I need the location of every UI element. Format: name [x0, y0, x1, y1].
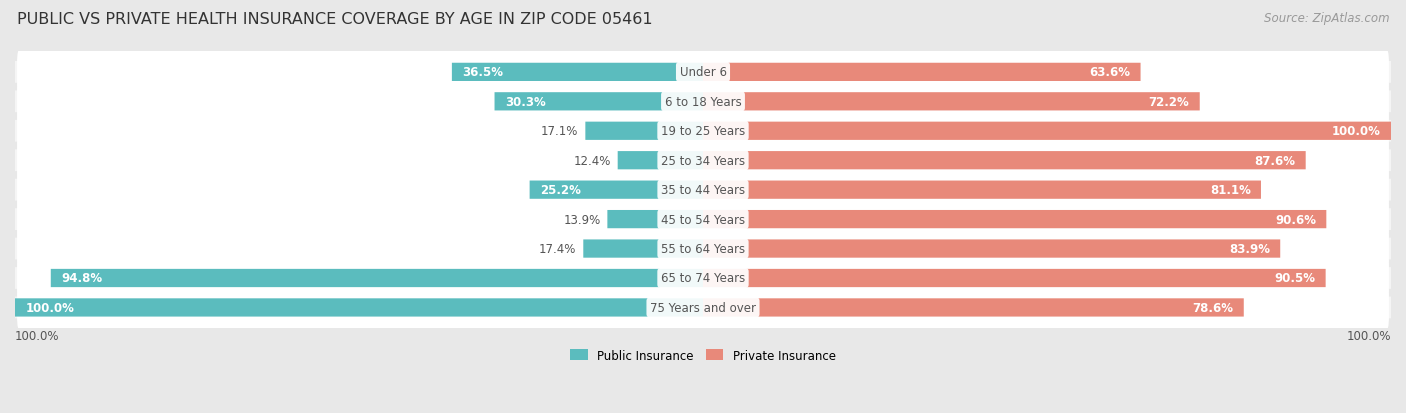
Text: 100.0%: 100.0% — [15, 329, 59, 342]
FancyBboxPatch shape — [583, 240, 703, 258]
FancyBboxPatch shape — [451, 64, 703, 82]
Text: 90.6%: 90.6% — [1275, 213, 1316, 226]
FancyBboxPatch shape — [703, 211, 1326, 229]
FancyBboxPatch shape — [17, 49, 1389, 97]
FancyBboxPatch shape — [17, 284, 1389, 332]
Text: 72.2%: 72.2% — [1149, 95, 1189, 109]
FancyBboxPatch shape — [585, 122, 703, 140]
FancyBboxPatch shape — [15, 299, 703, 317]
FancyBboxPatch shape — [703, 152, 1306, 170]
Text: 6 to 18 Years: 6 to 18 Years — [665, 95, 741, 109]
Text: 83.9%: 83.9% — [1229, 242, 1270, 255]
Text: 12.4%: 12.4% — [574, 154, 610, 167]
Text: 13.9%: 13.9% — [564, 213, 600, 226]
FancyBboxPatch shape — [15, 209, 1391, 230]
Text: 100.0%: 100.0% — [25, 301, 75, 314]
FancyBboxPatch shape — [703, 269, 1326, 287]
FancyBboxPatch shape — [703, 299, 1244, 317]
Text: 17.1%: 17.1% — [541, 125, 578, 138]
FancyBboxPatch shape — [703, 181, 1261, 199]
Text: 65 to 74 Years: 65 to 74 Years — [661, 272, 745, 285]
Text: 30.3%: 30.3% — [505, 95, 546, 109]
FancyBboxPatch shape — [607, 211, 703, 229]
FancyBboxPatch shape — [17, 108, 1389, 155]
FancyBboxPatch shape — [15, 91, 1391, 113]
FancyBboxPatch shape — [495, 93, 703, 111]
FancyBboxPatch shape — [703, 122, 1391, 140]
Text: 75 Years and over: 75 Years and over — [650, 301, 756, 314]
FancyBboxPatch shape — [17, 225, 1389, 273]
Text: 45 to 54 Years: 45 to 54 Years — [661, 213, 745, 226]
FancyBboxPatch shape — [17, 196, 1389, 243]
Text: 100.0%: 100.0% — [1347, 329, 1391, 342]
Text: 35 to 44 Years: 35 to 44 Years — [661, 184, 745, 197]
Text: 17.4%: 17.4% — [538, 242, 576, 255]
Text: 19 to 25 Years: 19 to 25 Years — [661, 125, 745, 138]
Text: 87.6%: 87.6% — [1254, 154, 1295, 167]
FancyBboxPatch shape — [17, 78, 1389, 126]
Legend: Public Insurance, Private Insurance: Public Insurance, Private Insurance — [565, 344, 841, 367]
Text: 36.5%: 36.5% — [463, 66, 503, 79]
Text: Source: ZipAtlas.com: Source: ZipAtlas.com — [1264, 12, 1389, 25]
Text: 94.8%: 94.8% — [60, 272, 103, 285]
Text: 55 to 64 Years: 55 to 64 Years — [661, 242, 745, 255]
FancyBboxPatch shape — [15, 238, 1391, 260]
Text: 90.5%: 90.5% — [1274, 272, 1316, 285]
FancyBboxPatch shape — [530, 181, 703, 199]
Text: 63.6%: 63.6% — [1090, 66, 1130, 79]
FancyBboxPatch shape — [17, 254, 1389, 302]
FancyBboxPatch shape — [15, 179, 1391, 201]
FancyBboxPatch shape — [15, 121, 1391, 142]
FancyBboxPatch shape — [703, 93, 1199, 111]
Text: 81.1%: 81.1% — [1209, 184, 1251, 197]
Text: 78.6%: 78.6% — [1192, 301, 1233, 314]
Text: 100.0%: 100.0% — [1331, 125, 1381, 138]
Text: PUBLIC VS PRIVATE HEALTH INSURANCE COVERAGE BY AGE IN ZIP CODE 05461: PUBLIC VS PRIVATE HEALTH INSURANCE COVER… — [17, 12, 652, 27]
FancyBboxPatch shape — [703, 64, 1140, 82]
FancyBboxPatch shape — [617, 152, 703, 170]
FancyBboxPatch shape — [15, 297, 1391, 318]
FancyBboxPatch shape — [15, 268, 1391, 289]
Text: Under 6: Under 6 — [679, 66, 727, 79]
FancyBboxPatch shape — [17, 166, 1389, 214]
FancyBboxPatch shape — [51, 269, 703, 287]
FancyBboxPatch shape — [703, 240, 1281, 258]
Text: 25.2%: 25.2% — [540, 184, 581, 197]
Text: 25 to 34 Years: 25 to 34 Years — [661, 154, 745, 167]
FancyBboxPatch shape — [15, 150, 1391, 172]
FancyBboxPatch shape — [15, 62, 1391, 83]
FancyBboxPatch shape — [17, 137, 1389, 185]
